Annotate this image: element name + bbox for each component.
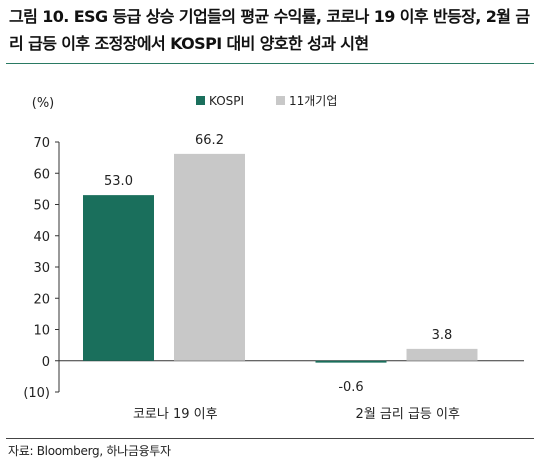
y-tick-label: 10 bbox=[33, 324, 50, 339]
bar-kospi bbox=[315, 360, 387, 363]
y-tick-label: 30 bbox=[33, 261, 50, 276]
x-tick-label: 코로나 19 이후 bbox=[133, 407, 218, 422]
y-tick-label: 50 bbox=[33, 199, 50, 214]
chart-area: (%) (10) 0 10 20 30 40 50 60 70 53.0 66.2 코로나 19 이후 -… bbox=[0, 66, 540, 438]
data-label: 66.2 bbox=[195, 133, 224, 148]
bar-kospi bbox=[83, 195, 154, 361]
y-tick-label: 40 bbox=[33, 230, 50, 245]
source-note: 자료: Bloomberg, 하나금융투자 bbox=[8, 444, 171, 458]
bar-companies bbox=[406, 348, 478, 361]
figure-title: 그림 10. ESG 등급 상승 기업들의 평균 수익률, 코로나 19 이후 … bbox=[9, 7, 530, 53]
y-axis-label: (%) bbox=[32, 96, 55, 111]
legend-item-companies: 11개기업 bbox=[289, 94, 337, 108]
data-label: 3.8 bbox=[432, 328, 453, 343]
source-rule bbox=[6, 438, 534, 439]
data-label: 53.0 bbox=[104, 174, 133, 189]
y-tick-label: 0 bbox=[42, 355, 50, 370]
legend-item-kospi: KOSPI bbox=[209, 94, 244, 108]
legend-swatch bbox=[196, 96, 205, 105]
title-rule bbox=[6, 63, 534, 64]
bar-companies bbox=[174, 153, 245, 361]
y-tick-label: 60 bbox=[33, 167, 50, 182]
bar-chart: (%) (10) 0 10 20 30 40 50 60 70 53.0 66.2 코로나 19 이후 -… bbox=[23, 94, 524, 422]
data-label: -0.6 bbox=[338, 380, 363, 395]
y-tick-label: 20 bbox=[33, 292, 50, 307]
legend-swatch bbox=[276, 96, 285, 105]
y-tick-label: (10) bbox=[23, 386, 50, 401]
x-tick-label: 2월 금리 급등 이후 bbox=[356, 407, 460, 422]
y-tick-label: 70 bbox=[33, 136, 50, 151]
